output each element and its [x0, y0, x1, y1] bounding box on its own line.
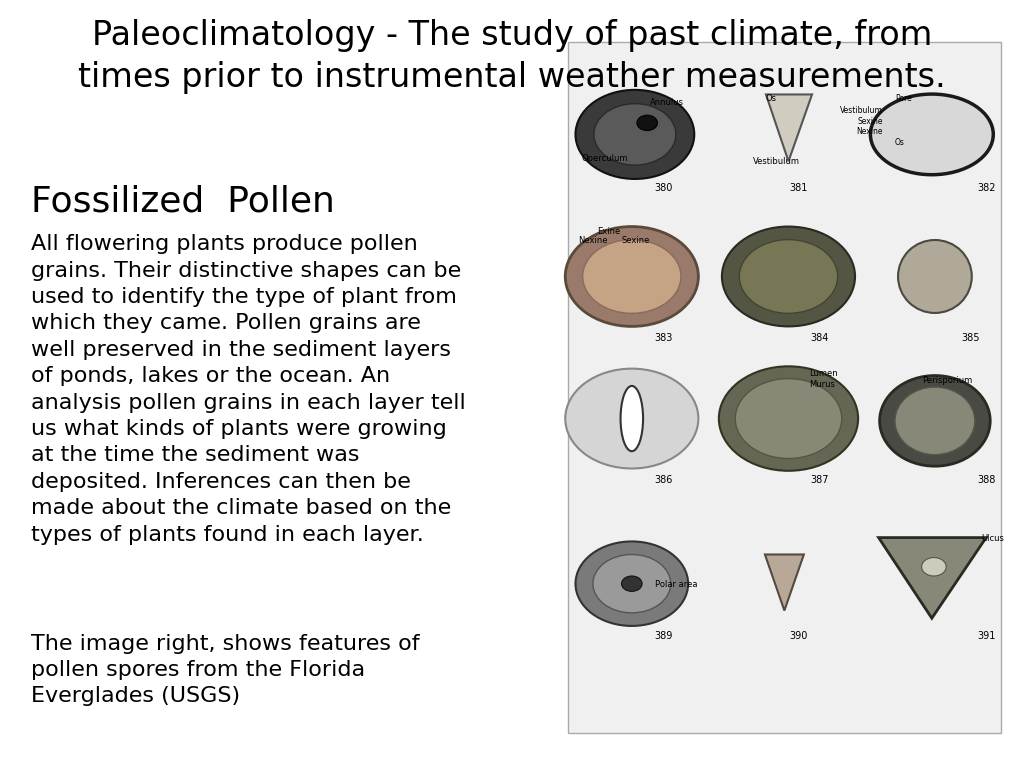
Text: Os: Os	[766, 94, 777, 103]
Text: Murus: Murus	[809, 380, 835, 389]
Text: 381: 381	[790, 183, 808, 193]
Circle shape	[722, 227, 855, 326]
Text: Pore: Pore	[895, 94, 911, 104]
Text: 389: 389	[654, 631, 673, 641]
Polygon shape	[766, 94, 812, 161]
Circle shape	[622, 576, 642, 591]
Text: 386: 386	[654, 475, 673, 485]
Text: 382: 382	[977, 183, 995, 193]
Text: Perisporium: Perisporium	[923, 376, 973, 386]
Text: Ulcus: Ulcus	[981, 534, 1004, 543]
Ellipse shape	[880, 376, 990, 466]
Text: Fossilized  Pollen: Fossilized Pollen	[31, 184, 335, 218]
Text: Exine: Exine	[597, 227, 621, 236]
Text: Sexine: Sexine	[622, 236, 650, 245]
Text: 391: 391	[977, 631, 995, 641]
Circle shape	[565, 227, 698, 326]
Text: 383: 383	[654, 333, 673, 343]
Circle shape	[594, 104, 676, 165]
Circle shape	[735, 379, 842, 458]
Text: Os: Os	[894, 138, 904, 147]
Text: Paleoclimatology - The study of past climate, from
times prior to instrumental w: Paleoclimatology - The study of past cli…	[78, 19, 946, 94]
Polygon shape	[765, 554, 804, 611]
Polygon shape	[879, 538, 986, 618]
Text: Nexine: Nexine	[856, 127, 883, 137]
Circle shape	[637, 115, 657, 131]
Text: 390: 390	[790, 631, 808, 641]
Text: Nexine: Nexine	[579, 236, 608, 245]
Text: Sexine: Sexine	[857, 117, 883, 126]
Circle shape	[719, 366, 858, 471]
Text: 380: 380	[654, 183, 673, 193]
Circle shape	[922, 558, 946, 576]
Circle shape	[565, 369, 698, 468]
Text: Vestibulum: Vestibulum	[840, 106, 883, 115]
Circle shape	[583, 240, 681, 313]
Circle shape	[739, 240, 838, 313]
Ellipse shape	[895, 387, 975, 455]
Text: 388: 388	[977, 475, 995, 485]
Text: 387: 387	[810, 475, 828, 485]
Text: Lumen: Lumen	[809, 369, 838, 378]
Ellipse shape	[898, 240, 972, 313]
Text: 384: 384	[810, 333, 828, 343]
Circle shape	[593, 554, 671, 613]
Circle shape	[575, 90, 694, 179]
Text: The image right, shows features of
pollen spores from the Florida
Everglades (US: The image right, shows features of polle…	[31, 634, 420, 707]
Text: All flowering plants produce pollen
grains. Their distinctive shapes can be
used: All flowering plants produce pollen grai…	[31, 234, 466, 545]
Text: 385: 385	[962, 333, 980, 343]
Text: Annulus: Annulus	[650, 98, 684, 107]
Circle shape	[575, 541, 688, 626]
Ellipse shape	[621, 386, 643, 452]
Text: Operculum: Operculum	[582, 154, 628, 163]
FancyBboxPatch shape	[568, 42, 1001, 733]
Ellipse shape	[870, 94, 993, 175]
Text: Vestibulum: Vestibulum	[753, 157, 800, 167]
Text: Polar area: Polar area	[655, 580, 698, 589]
